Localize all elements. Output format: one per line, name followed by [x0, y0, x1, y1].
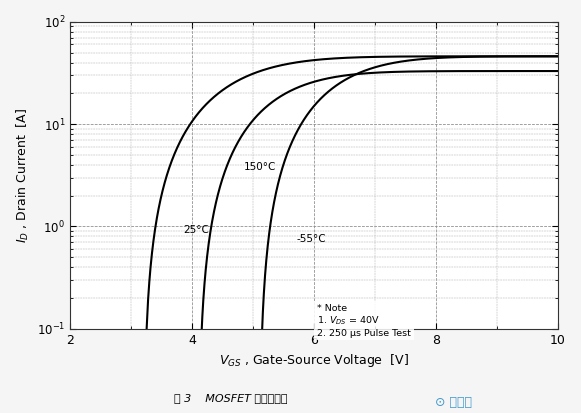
Text: * Note
1. $V_{DS}$ = 40V
2. 250 μs Pulse Test: * Note 1. $V_{DS}$ = 40V 2. 250 μs Pulse…	[317, 304, 411, 337]
Text: 25°C: 25°C	[183, 225, 209, 235]
X-axis label: $V_{GS}$ , Gate-Source Voltage  [V]: $V_{GS}$ , Gate-Source Voltage [V]	[219, 352, 409, 369]
Text: 150°C: 150°C	[244, 162, 276, 172]
Text: -55°C: -55°C	[297, 234, 327, 244]
Y-axis label: $I_D$ , Drain Current  [A]: $I_D$ , Drain Current [A]	[15, 108, 31, 243]
Text: 图 3    MOSFET 的转移特性: 图 3 MOSFET 的转移特性	[174, 393, 288, 403]
Text: ⊙ 日月辰: ⊙ 日月辰	[435, 396, 472, 409]
